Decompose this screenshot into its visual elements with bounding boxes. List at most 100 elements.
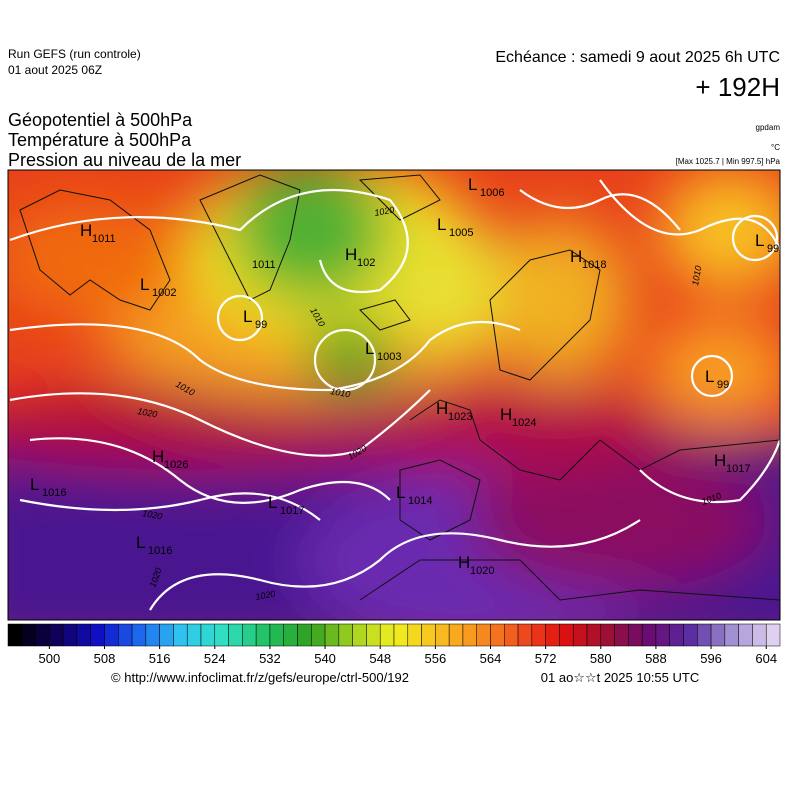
- lead-time: + 192H: [695, 72, 780, 102]
- center-letter: L: [396, 483, 405, 502]
- colorbar-cell: [118, 623, 133, 647]
- colorbar-cell: [131, 623, 147, 647]
- colorbar-cell: [173, 623, 188, 647]
- colorbar-cell: [324, 623, 340, 647]
- colorbar-cell: [366, 623, 381, 647]
- center-letter: L: [136, 533, 145, 552]
- center-value: 99: [255, 319, 267, 331]
- center-letter: L: [268, 493, 277, 512]
- colorbar-cell: [407, 623, 422, 647]
- colorbar-cell: [228, 623, 243, 647]
- center-letter: H: [345, 245, 357, 264]
- colorbar-cell: [559, 623, 574, 647]
- run-date: 01 aout 2025 06Z: [8, 63, 102, 77]
- colorbar-cell: [572, 623, 588, 647]
- colorbar-label: 540: [314, 651, 336, 666]
- colorbar-cell: [255, 623, 271, 647]
- center-letter: L: [30, 475, 39, 494]
- colorbar-label: 604: [755, 651, 777, 666]
- colorbar-cell: [504, 623, 519, 647]
- colorbar-cell: [710, 623, 726, 647]
- field: Température à 500hPa: [8, 130, 192, 150]
- colorbar-cell: [669, 623, 684, 647]
- map-frame: [7, 169, 781, 621]
- colorbar-label: 580: [590, 651, 612, 666]
- colorbar-cell: [683, 623, 698, 647]
- colorbar-cell: [283, 623, 298, 647]
- center-value: 1014: [408, 495, 432, 507]
- center-letter: H: [500, 405, 512, 424]
- center-letter: L: [468, 175, 477, 194]
- colorbar-cell: [697, 623, 712, 647]
- colorbar-cell: [62, 623, 78, 647]
- center-letter: H: [458, 553, 470, 572]
- center-letter: L: [365, 339, 374, 358]
- colorbar-cell: [448, 623, 464, 647]
- colorbar-cell: [490, 623, 505, 647]
- colorbar-label: 508: [94, 651, 116, 666]
- center-value: 1011: [252, 259, 276, 271]
- colorbar-cell: [76, 623, 91, 647]
- center-letter: L: [140, 275, 149, 294]
- colorbar-cell: [393, 623, 409, 647]
- colorbar-cell: [338, 623, 353, 647]
- isobar-label: 1020: [137, 406, 158, 419]
- center-value: 1024: [512, 417, 536, 429]
- colorbar-cell: [21, 623, 36, 647]
- unit: °C: [771, 143, 780, 152]
- colorbar-cell: [145, 623, 160, 647]
- center-value: 1005: [449, 227, 473, 239]
- colorbar-cell: [352, 623, 367, 647]
- colorbar-cell: [765, 623, 781, 647]
- colorbar-cell: [517, 623, 533, 647]
- center-value: 1002: [152, 287, 176, 299]
- colorbar-cell: [738, 623, 753, 647]
- unit: gpdam: [756, 123, 781, 132]
- center-value: 1003: [377, 351, 401, 363]
- colorbar-cell: [752, 623, 767, 647]
- center-value: 1023: [448, 411, 472, 423]
- field: Géopotentiel à 500hPa: [8, 110, 193, 130]
- colorbar-cell: [297, 623, 312, 647]
- center-letter: L: [437, 215, 446, 234]
- colorbar-cell: [641, 623, 657, 647]
- colorbar-cell: [90, 623, 105, 647]
- colorbar-cell: [269, 623, 284, 647]
- center-value: 1017: [726, 463, 750, 475]
- colorbar-cell: [311, 623, 326, 647]
- colorbar-label: 532: [259, 651, 281, 666]
- center-value: 1026: [164, 459, 188, 471]
- colorbar-cell: [200, 623, 216, 647]
- center-value: 1017: [280, 505, 304, 517]
- colorbar-cell: [628, 623, 643, 647]
- colorbar-cell: [214, 623, 229, 647]
- colorbar-cell: [49, 623, 64, 647]
- colorbar-cell: [104, 623, 119, 647]
- isobar-label: 1010: [330, 386, 351, 399]
- center-letter: L: [705, 367, 714, 386]
- map: [8, 170, 780, 620]
- colorbar-label: 556: [425, 651, 447, 666]
- colorbar-cell: [186, 623, 202, 647]
- colorbar-cell: [476, 623, 491, 647]
- colorbar-cell: [600, 623, 615, 647]
- colorbar-label: 564: [480, 651, 502, 666]
- center-value: 102: [357, 257, 375, 269]
- run: Run GEFS (run controle): [8, 47, 141, 61]
- center-letter: H: [436, 399, 448, 418]
- center-letter: H: [80, 221, 92, 240]
- isobar-label: 1020: [255, 589, 276, 602]
- colorbar-cell: [655, 623, 670, 647]
- colorbar-label: 596: [700, 651, 722, 666]
- colorbar-label: 572: [535, 651, 557, 666]
- center-letter: H: [152, 447, 164, 466]
- colorbar-cell: [586, 623, 602, 647]
- colorbar-cell: [242, 623, 257, 647]
- isobar-label: 1010: [690, 265, 703, 286]
- isobar-label: 1020: [142, 508, 163, 521]
- colorbar-cell: [614, 623, 629, 647]
- colorbar-label: 548: [369, 651, 391, 666]
